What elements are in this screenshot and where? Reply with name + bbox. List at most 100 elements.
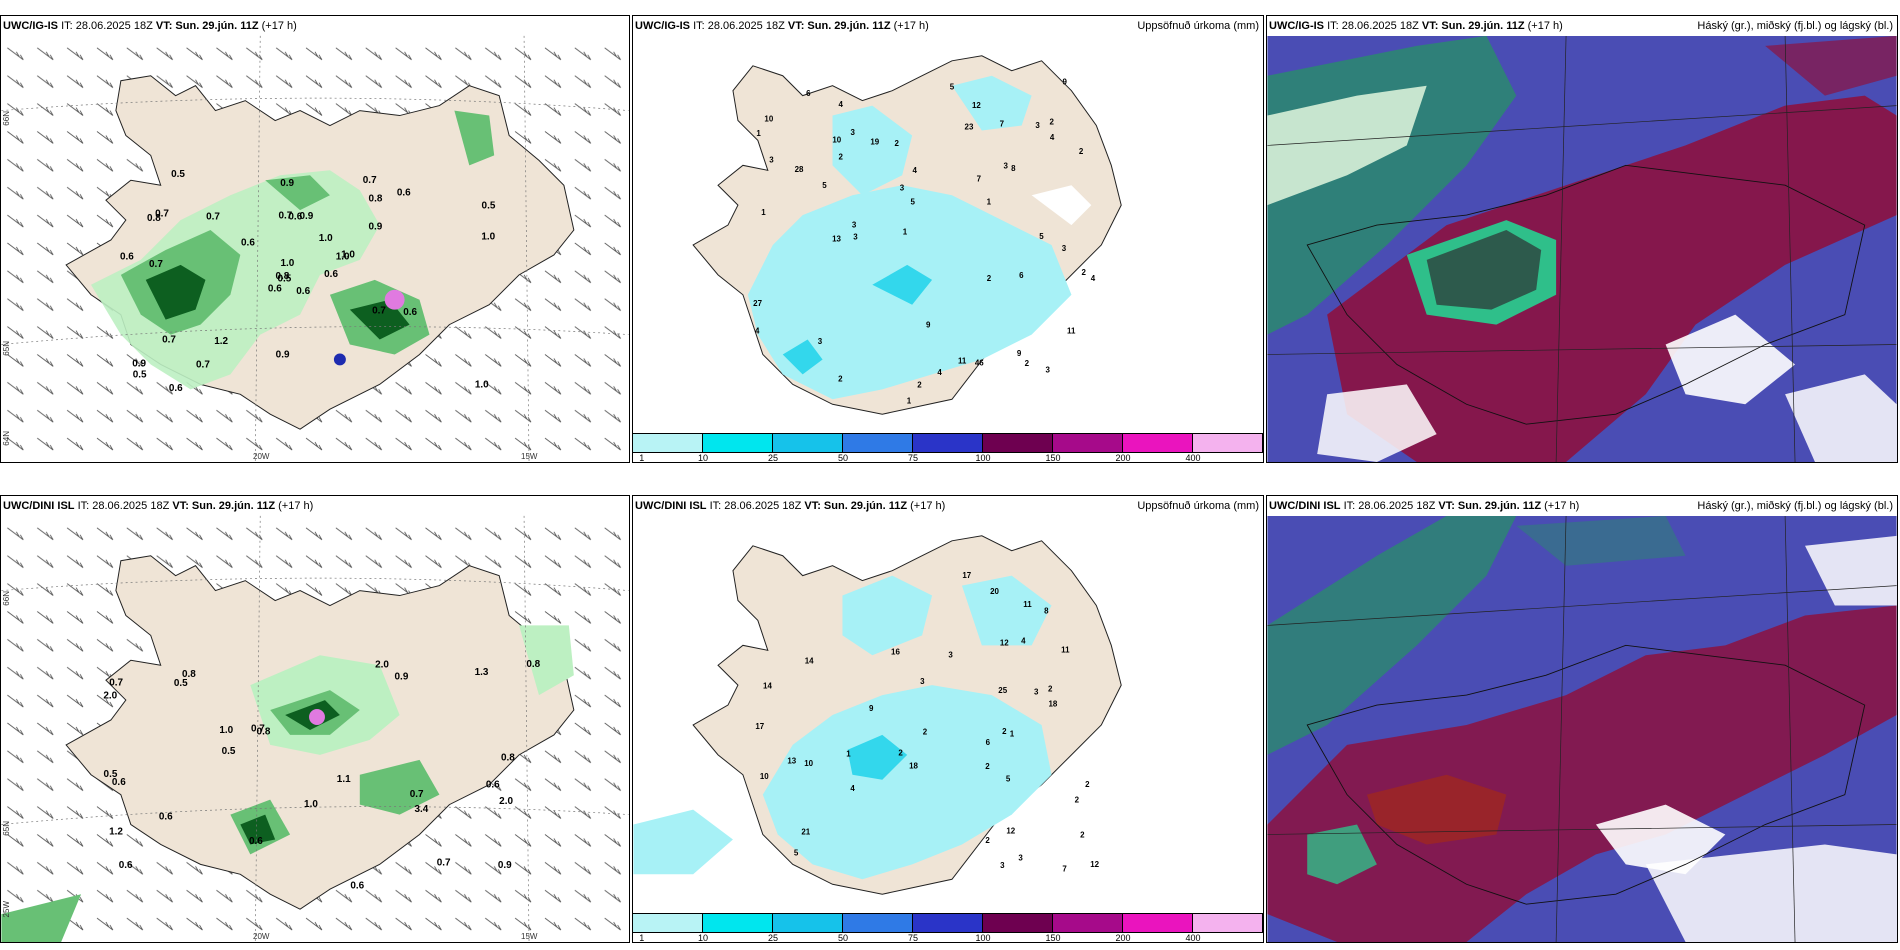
colorbar-label: 75 bbox=[907, 453, 918, 463]
colorbar-label: 150 bbox=[1045, 933, 1061, 943]
value-label: 0.8 bbox=[257, 727, 271, 738]
value-label: 1.0 bbox=[481, 232, 495, 243]
colorbar-swatch bbox=[1193, 914, 1263, 932]
value-label: 2.0 bbox=[375, 660, 389, 671]
value-label: 17 bbox=[962, 571, 971, 580]
lat-label: 65N bbox=[2, 341, 11, 356]
value-label: 0.7 bbox=[149, 259, 163, 270]
value-label: 0.8 bbox=[369, 193, 383, 204]
colorbar-label: 75 bbox=[907, 933, 918, 943]
lon-label: 15W bbox=[521, 452, 538, 461]
value-label: 1.2 bbox=[214, 336, 228, 347]
value-label: 1.0 bbox=[341, 249, 355, 260]
value-label: 11 bbox=[958, 356, 967, 365]
value-label: 18 bbox=[1048, 699, 1057, 708]
value-label: 4 bbox=[838, 100, 843, 109]
value-label: 0.8 bbox=[526, 659, 540, 670]
value-label: 10 bbox=[760, 772, 769, 781]
value-label: 0.5 bbox=[174, 678, 188, 689]
colorbar-swatch bbox=[633, 434, 703, 452]
value-label: 0.5 bbox=[277, 273, 291, 284]
colorbar-swatches bbox=[633, 913, 1263, 933]
value-label: 10 bbox=[764, 114, 773, 123]
value-label: 4 bbox=[755, 326, 760, 335]
value-label: 0.9 bbox=[280, 178, 294, 189]
value-label: 2 bbox=[1079, 147, 1084, 156]
value-label: 2 bbox=[1075, 795, 1080, 804]
lat-label: 66N bbox=[2, 111, 11, 126]
value-label: 1 bbox=[903, 227, 908, 236]
value-label: 1.0 bbox=[304, 799, 318, 810]
value-label: 1.0 bbox=[475, 379, 489, 390]
colorbar-label: 10 bbox=[697, 453, 708, 463]
colorbar-swatch bbox=[703, 914, 773, 932]
value-label: 11 bbox=[1061, 645, 1070, 654]
colorbar-swatch bbox=[773, 914, 843, 932]
value-label: 10 bbox=[832, 136, 841, 145]
value-label: 1.3 bbox=[475, 667, 489, 678]
panel-title: UWC/DINI ISL IT: 28.06.2025 18Z VT: Sun.… bbox=[635, 500, 946, 512]
wind-map[interactable]: 0.60.80.50.91.01.20.70.90.80.60.51.00.70… bbox=[1, 16, 629, 462]
value-label: 0.6 bbox=[350, 880, 364, 891]
value-label: 10 bbox=[804, 759, 813, 768]
value-label: 3 bbox=[1045, 366, 1050, 375]
value-label: 3 bbox=[948, 651, 953, 660]
panel-title: UWC/IG-IS IT: 28.06.2025 18Z VT: Sun. 29… bbox=[1267, 16, 1897, 36]
value-label: 4 bbox=[850, 784, 855, 793]
precip-green-patches bbox=[1, 625, 574, 942]
value-label: 0.9 bbox=[299, 211, 313, 222]
value-label: 8 bbox=[1011, 164, 1016, 173]
value-label: 5 bbox=[794, 848, 799, 857]
value-label: 12 bbox=[1000, 639, 1009, 648]
value-label: 4 bbox=[1091, 274, 1096, 283]
value-label: 25 bbox=[998, 686, 1007, 695]
wind-map[interactable]: 0.70.60.60.80.80.71.20.91.00.62.00.50.70… bbox=[1, 496, 629, 942]
value-label: 0.6 bbox=[169, 383, 183, 394]
colorbar-label: 200 bbox=[1115, 453, 1131, 463]
value-label: 14 bbox=[763, 681, 772, 690]
value-label: 2 bbox=[1048, 684, 1053, 693]
colorbar-swatch bbox=[1053, 914, 1123, 932]
value-label: 0.6 bbox=[296, 286, 310, 297]
colorbar-swatch bbox=[703, 434, 773, 452]
value-label: 1.0 bbox=[336, 251, 350, 262]
value-label: 7 bbox=[1062, 865, 1067, 874]
value-label: 2 bbox=[917, 380, 922, 389]
value-label: 3 bbox=[900, 184, 905, 193]
value-label: 0.8 bbox=[275, 271, 289, 282]
value-label: 3 bbox=[1018, 854, 1023, 863]
value-label: 17 bbox=[755, 722, 764, 731]
precip-cyan-field bbox=[633, 575, 1052, 880]
value-label: 6 bbox=[986, 738, 991, 747]
value-label: 13 bbox=[832, 235, 841, 244]
value-label: 1.0 bbox=[219, 725, 233, 736]
value-label: 3 bbox=[851, 128, 856, 137]
cloud-map[interactable] bbox=[1267, 496, 1897, 942]
value-label: 4 bbox=[912, 166, 917, 175]
value-label: 2 bbox=[985, 836, 990, 845]
value-label: 14 bbox=[805, 657, 814, 666]
value-label: 0.6 bbox=[397, 187, 411, 198]
panel-subtitle: Uppsöfnuð úrkoma (mm) bbox=[1137, 500, 1259, 512]
value-label: 3 bbox=[1062, 244, 1067, 253]
cloud-map[interactable] bbox=[1267, 16, 1897, 462]
colorbar-swatch bbox=[773, 434, 843, 452]
colorbar-label: 400 bbox=[1185, 933, 1201, 943]
value-label: 0.9 bbox=[395, 671, 409, 682]
value-label: 6 bbox=[1019, 271, 1024, 280]
value-label: 2 bbox=[923, 728, 928, 737]
value-label: 1.0 bbox=[319, 233, 333, 244]
colorbar-swatch bbox=[1123, 914, 1193, 932]
value-label: 0.5 bbox=[133, 369, 147, 380]
value-label: 1 bbox=[987, 198, 992, 207]
value-label: 12 bbox=[1006, 826, 1015, 835]
value-label: 28 bbox=[795, 165, 804, 174]
value-label: 2 bbox=[838, 375, 843, 384]
cloud-panel-top: UWC/IG-IS IT: 28.06.2025 18Z VT: Sun. 29… bbox=[1266, 15, 1898, 463]
value-label: 9 bbox=[1017, 349, 1022, 358]
panel-subtitle: Háský (gr.), miðský (fj.bl.) og lágský (… bbox=[1697, 500, 1893, 512]
colorbar-swatch bbox=[913, 914, 983, 932]
